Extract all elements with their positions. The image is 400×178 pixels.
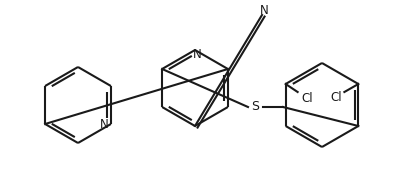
Text: N: N (260, 4, 269, 17)
Text: N: N (100, 117, 108, 130)
Text: Cl: Cl (302, 91, 314, 104)
Text: Cl: Cl (330, 91, 342, 104)
Text: N: N (193, 48, 201, 62)
Text: S: S (251, 101, 259, 114)
